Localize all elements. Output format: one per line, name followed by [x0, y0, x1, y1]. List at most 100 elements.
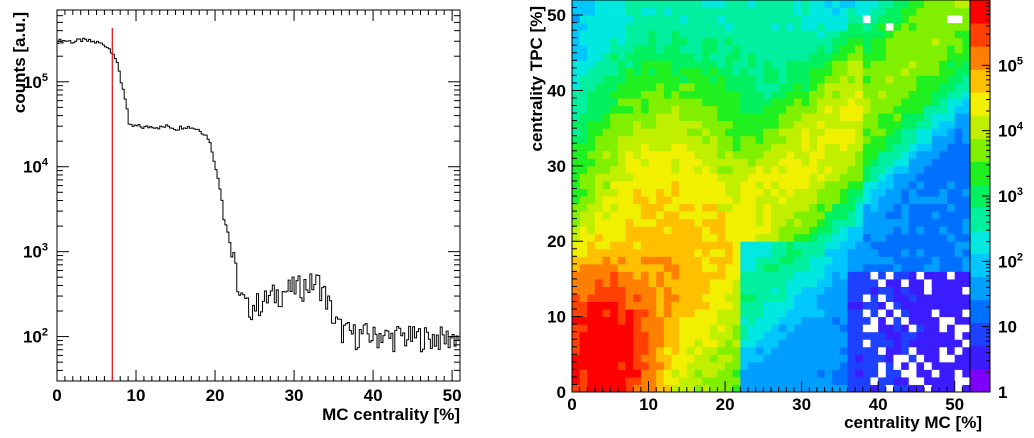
heatmap-cell — [786, 339, 795, 348]
heatmap-cell — [855, 233, 864, 242]
heatmap-cell — [901, 98, 910, 107]
heatmap-cell — [954, 369, 963, 378]
heatmap-cell — [832, 45, 841, 54]
heatmap-cell — [947, 60, 956, 69]
heatmap-cell — [878, 128, 887, 137]
heatmap-cell — [671, 218, 680, 227]
heatmap-cell — [640, 0, 650, 9]
heatmap-cell — [579, 384, 588, 393]
heatmap-cell — [954, 286, 963, 295]
heatmap-cell — [640, 120, 650, 129]
heatmap-cell — [878, 294, 887, 303]
heatmap-cell — [771, 218, 780, 227]
heatmap-cell — [862, 180, 871, 189]
heatmap-cell — [663, 339, 672, 348]
heatmap-cell — [740, 256, 749, 265]
heatmap-cell — [686, 98, 695, 107]
x-tick-label: 10 — [127, 386, 146, 405]
heatmap-cell — [717, 369, 726, 378]
heatmap-cell — [816, 226, 826, 235]
heatmap-cell — [809, 37, 818, 46]
heatmap-cell — [602, 369, 611, 378]
heatmap-cell — [924, 135, 933, 144]
heatmap-cell — [663, 248, 672, 257]
heatmap-cell — [924, 384, 933, 393]
heatmap-cell — [740, 309, 749, 318]
heatmap-cell — [717, 361, 726, 370]
heatmap-cell — [725, 278, 734, 287]
heatmap-cell — [801, 45, 810, 54]
heatmap-cell — [962, 15, 971, 24]
heatmap-cell — [878, 301, 887, 310]
heatmap-cell — [786, 241, 795, 250]
heatmap-cell — [587, 15, 596, 24]
heatmap-cell — [801, 105, 810, 114]
heatmap-cell — [648, 143, 657, 152]
heatmap-cell — [778, 286, 787, 295]
heatmap-cell — [640, 82, 650, 91]
heatmap-cell — [763, 203, 772, 212]
heatmap-cell — [686, 316, 695, 325]
heatmap-cell — [617, 120, 627, 129]
heatmap-cell — [663, 0, 672, 9]
heatmap-cell — [694, 294, 703, 303]
heatmap-cell — [702, 158, 711, 167]
heatmap-cell — [809, 15, 818, 24]
heatmap-cell — [771, 90, 780, 99]
heatmap-cell — [740, 354, 749, 363]
heatmap-cell — [931, 271, 940, 280]
heatmap-cell — [870, 263, 879, 272]
heatmap-cell — [931, 346, 940, 355]
heatmap-cell — [725, 98, 734, 107]
heatmap-cell — [862, 75, 871, 84]
heatmap-cell — [602, 233, 611, 242]
heatmap-cell — [778, 150, 787, 159]
heatmap-cell — [732, 316, 741, 325]
heatmap-cell — [839, 90, 849, 99]
heatmap-cell — [893, 98, 902, 107]
heatmap-cell — [633, 196, 642, 205]
heatmap-cell — [694, 369, 703, 378]
heatmap-cell — [648, 90, 657, 99]
heatmap-cell — [602, 309, 611, 318]
heatmap-cell — [862, 52, 871, 61]
heatmap-cell — [916, 294, 925, 303]
heatmap-cell — [801, 143, 810, 152]
heatmap-cell — [594, 30, 604, 39]
heatmap-cell — [847, 90, 856, 99]
heatmap-cell — [617, 113, 627, 122]
heatmap-cell — [694, 158, 703, 167]
heatmap-cell — [709, 128, 718, 137]
heatmap-cell — [916, 113, 925, 122]
heatmap-cell — [610, 316, 619, 325]
heatmap-cell — [625, 128, 634, 137]
heatmap-cell — [962, 30, 971, 39]
heatmap-cell — [663, 226, 672, 235]
heatmap-cell — [725, 211, 734, 220]
heatmap-cell — [663, 120, 672, 129]
heatmap-cell — [885, 180, 894, 189]
heatmap-cell — [640, 7, 650, 16]
heatmap-cell — [924, 180, 933, 189]
heatmap-cell — [847, 331, 856, 340]
heatmap-cell — [870, 384, 879, 393]
heatmap-cell — [931, 316, 940, 325]
heatmap-cell — [663, 354, 672, 363]
heatmap-cell — [931, 256, 940, 265]
heatmap-cell — [862, 211, 871, 220]
heatmap-cell — [839, 376, 849, 385]
heatmap-cell — [901, 30, 910, 39]
heatmap-cell — [740, 384, 749, 393]
heatmap-cell — [824, 256, 833, 265]
heatmap-cell — [824, 113, 833, 122]
heatmap-cell — [572, 143, 581, 152]
heatmap-cell — [694, 354, 703, 363]
heatmap-cell — [587, 309, 596, 318]
heatmap-cell — [610, 278, 619, 287]
heatmap-cell — [832, 52, 841, 61]
heatmap-cell — [847, 271, 856, 280]
heatmap-cell — [617, 331, 627, 340]
heatmap-cell — [771, 52, 780, 61]
heatmap-cell — [809, 346, 818, 355]
heatmap-cell — [725, 7, 734, 16]
